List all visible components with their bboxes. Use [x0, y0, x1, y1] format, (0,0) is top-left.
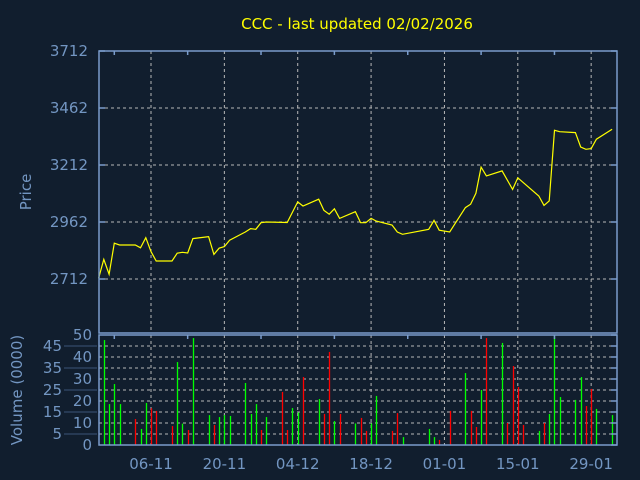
volume-tick-label: 50 — [73, 326, 92, 344]
volume-axis-label: Volume (0000) — [8, 335, 26, 445]
volume-tick-label: 0 — [82, 436, 92, 454]
volume-tick-label: 10 — [73, 414, 92, 432]
volume-tick-label: 45 — [43, 337, 62, 355]
date-tick-label: 20-11 — [203, 455, 247, 473]
volume-tick-label: 20 — [73, 392, 92, 410]
price-axis-label: Price — [17, 174, 35, 211]
volume-tick-label: 15 — [43, 403, 62, 421]
price-plot-frame — [98, 50, 618, 334]
volume-tick-label: 40 — [73, 348, 92, 366]
volume-tick-label: 5 — [52, 425, 62, 443]
date-tick-label: 18-12 — [349, 455, 393, 473]
price-tick-label: 2962 — [50, 213, 88, 231]
volume-tick-label: 25 — [43, 381, 62, 399]
price-line — [98, 128, 613, 279]
price-tick-label: 3212 — [50, 156, 88, 174]
date-tick-label: 29-01 — [569, 455, 613, 473]
volume-tick-label: 30 — [73, 370, 92, 388]
price-tick-label: 3712 — [50, 42, 88, 60]
date-tick-label: 04-12 — [276, 455, 320, 473]
price-tick-label: 2712 — [50, 270, 88, 288]
date-tick-label: 01-01 — [423, 455, 467, 473]
date-tick-label: 15-01 — [496, 455, 540, 473]
price-tick-label: 3462 — [50, 99, 88, 117]
chart-title: CCC - last updated 02/02/2026 — [241, 15, 473, 33]
volume-tick-label: 35 — [43, 359, 62, 377]
date-tick-label: 06-11 — [129, 455, 173, 473]
